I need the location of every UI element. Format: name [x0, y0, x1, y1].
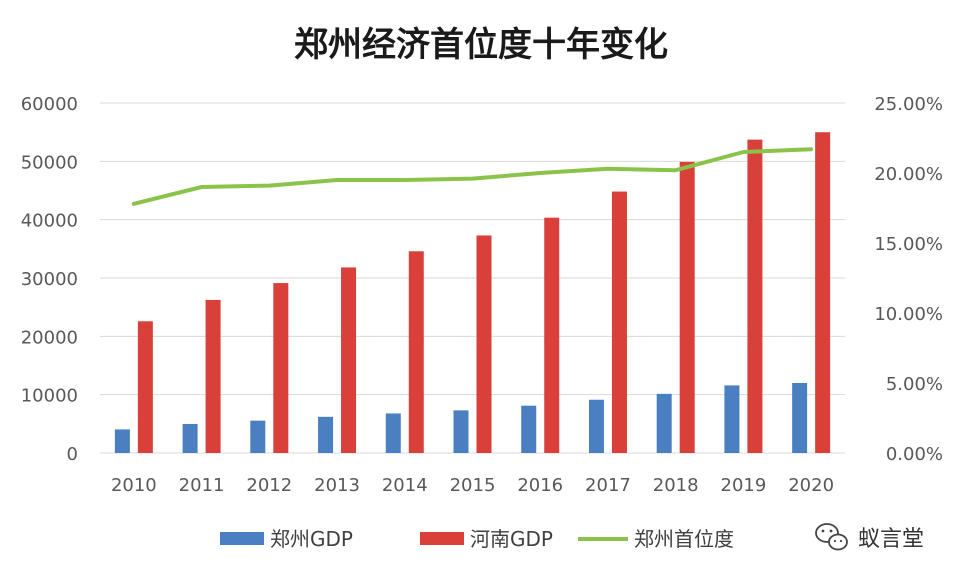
x-tick-label: 2010 — [111, 475, 157, 496]
bar-zhengzhou-gdp — [318, 416, 334, 453]
left-tick-label: 50000 — [21, 152, 78, 173]
bar-henan-gdp — [747, 139, 763, 453]
left-axis-ticks: 0 10000 20000 30000 40000 50000 60000 — [21, 94, 78, 465]
watermark-text: 蚁言堂 — [858, 527, 924, 552]
left-tick-label: 10000 — [21, 386, 78, 407]
bar-zhengzhou-gdp — [385, 413, 401, 453]
legend-label-primacy: 郑州首位度 — [634, 527, 734, 551]
bars — [114, 132, 831, 454]
left-tick-label: 30000 — [21, 269, 78, 290]
right-tick-label: 5.00% — [886, 374, 943, 395]
x-tick-label: 2017 — [585, 475, 631, 496]
right-tick-label: 15.00% — [874, 234, 943, 255]
x-tick-label: 2013 — [314, 475, 360, 496]
bar-zhengzhou-gdp — [656, 393, 672, 453]
left-tick-label: 0 — [67, 444, 78, 465]
x-axis-ticks: 2010 2011 2012 2013 2014 2015 2016 2017 2018 2019… — [111, 475, 834, 496]
x-tick-label: 2014 — [382, 475, 428, 496]
left-tick-label: 40000 — [21, 211, 78, 232]
right-tick-label: 20.00% — [874, 164, 943, 185]
right-tick-label: 10.00% — [874, 304, 943, 325]
wechat-icon — [815, 523, 848, 551]
x-tick-label: 2012 — [246, 475, 292, 496]
left-tick-label: 20000 — [21, 327, 78, 348]
bar-zhengzhou-gdp — [724, 385, 740, 453]
bar-zhengzhou-gdp — [114, 429, 130, 453]
right-tick-label: 0.00% — [886, 444, 943, 465]
x-tick-label: 2015 — [450, 475, 496, 496]
bar-zhengzhou-gdp — [792, 383, 808, 453]
right-tick-label: 25.00% — [874, 94, 943, 115]
x-tick-label: 2020 — [788, 475, 834, 496]
bar-henan-gdp — [476, 235, 492, 453]
x-tick-label: 2018 — [653, 475, 699, 496]
bar-zhengzhou-gdp — [588, 399, 604, 453]
x-tick-label: 2016 — [517, 475, 563, 496]
bar-henan-gdp — [544, 217, 560, 453]
gridlines — [100, 102, 845, 454]
bar-zhengzhou-gdp — [250, 420, 266, 453]
bar-henan-gdp — [137, 321, 153, 453]
x-tick-label: 2011 — [179, 475, 225, 496]
legend-label-henan-gdp: 河南GDP — [470, 527, 553, 551]
line-series — [131, 147, 814, 206]
legend-swatch-zhengzhou-gdp — [220, 532, 264, 545]
left-tick-label: 60000 — [21, 94, 78, 115]
bar-henan-gdp — [205, 299, 221, 453]
bar-zhengzhou-gdp — [521, 405, 537, 453]
legend-swatch-henan-gdp — [420, 532, 464, 545]
chart-title: 郑州经济首位度十年变化 — [294, 25, 668, 65]
bar-henan-gdp — [273, 283, 289, 453]
bar-henan-gdp — [611, 191, 627, 454]
bar-henan-gdp — [679, 161, 695, 453]
bar-zhengzhou-gdp — [182, 423, 198, 453]
bar-henan-gdp — [408, 251, 424, 453]
watermark: 蚁言堂 — [815, 523, 924, 552]
legend: 郑州GDP 河南GDP 郑州首位度 — [220, 527, 734, 551]
x-tick-label: 2019 — [721, 475, 767, 496]
line-zhengzhou-primacy — [131, 147, 814, 206]
bar-zhengzhou-gdp — [453, 410, 469, 453]
bar-henan-gdp — [815, 132, 831, 453]
legend-label-zhengzhou-gdp: 郑州GDP — [270, 527, 353, 551]
bar-henan-gdp — [341, 267, 357, 453]
right-axis-ticks: 0.00% 5.00% 10.00% 15.00% 20.00% 25.00% — [874, 94, 943, 465]
